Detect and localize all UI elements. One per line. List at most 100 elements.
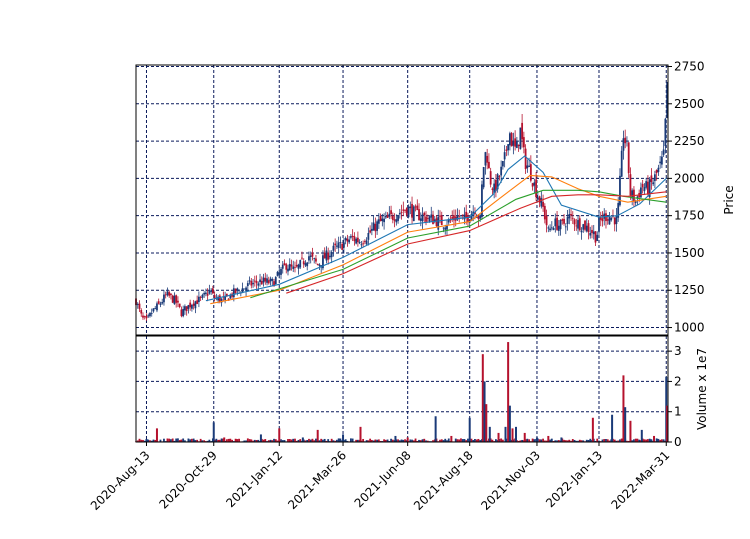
volume-bar xyxy=(446,440,448,442)
candle-body xyxy=(647,181,649,195)
candle-body xyxy=(522,137,525,148)
volume-bar xyxy=(163,438,165,442)
volume-spike-bar xyxy=(483,381,486,442)
volume-bar xyxy=(138,438,141,442)
volume-bar xyxy=(225,439,228,442)
candle-body xyxy=(643,187,646,192)
volume-bar xyxy=(519,440,522,442)
volume-bar xyxy=(365,440,368,442)
candle-body xyxy=(297,264,300,269)
candle-body xyxy=(428,216,431,222)
volume-bar xyxy=(412,440,415,442)
volume-bar xyxy=(631,440,634,442)
candle-body xyxy=(577,220,579,229)
candle-body xyxy=(505,149,508,151)
candle-body xyxy=(143,316,146,318)
candle-body xyxy=(627,142,630,174)
volume-bar xyxy=(418,439,420,442)
candle-body xyxy=(599,217,602,220)
volume-bar xyxy=(615,440,618,442)
candle-body xyxy=(301,257,303,259)
candle-body xyxy=(449,219,452,221)
candle-body xyxy=(241,288,244,293)
volume-spike-bar xyxy=(611,414,614,442)
candle-body xyxy=(453,215,455,221)
volume-bar xyxy=(236,439,239,442)
volume-bar xyxy=(379,440,382,442)
candle-body xyxy=(287,268,289,272)
volume-bar xyxy=(320,438,323,442)
volume-bar xyxy=(159,439,162,442)
volume-bar xyxy=(643,439,646,442)
volume-bar xyxy=(495,439,497,442)
candle-body xyxy=(238,290,240,292)
candle-body xyxy=(606,219,609,221)
volume-bar xyxy=(442,440,445,442)
volume-bar xyxy=(647,439,649,442)
candle-body xyxy=(405,208,408,215)
candle-body xyxy=(386,215,389,218)
volume-bar xyxy=(194,440,197,442)
candle-body xyxy=(281,264,284,269)
volume-bar xyxy=(606,439,609,442)
volume-bar xyxy=(281,440,284,442)
candle-body xyxy=(381,218,384,222)
candle-body xyxy=(491,188,494,190)
volume-bar xyxy=(327,439,330,442)
candle-body xyxy=(524,148,527,170)
volume-bar xyxy=(355,439,358,442)
volume-bar xyxy=(150,440,153,442)
volume-bar xyxy=(180,439,183,442)
candle-body xyxy=(653,174,656,182)
candle-body xyxy=(554,218,557,227)
candle-body xyxy=(456,215,459,220)
volume-bar xyxy=(191,438,193,442)
candle-body xyxy=(355,238,358,244)
volume-bar xyxy=(217,439,220,442)
candle-body xyxy=(573,219,576,225)
candle-body xyxy=(225,293,228,297)
volume-bar xyxy=(377,439,380,442)
candle-body xyxy=(556,217,558,230)
candle-body xyxy=(660,156,663,165)
volume-bar xyxy=(456,439,459,442)
candle-body xyxy=(589,232,592,236)
volume-bar xyxy=(463,439,466,442)
moving-average-line-3 xyxy=(250,189,667,299)
price-grid xyxy=(136,65,668,335)
volume-bar xyxy=(526,438,529,442)
candle-body xyxy=(313,258,316,259)
price-y-tick-label: 1500 xyxy=(674,246,705,260)
price-panel-frame xyxy=(135,64,669,336)
volume-spike-bar xyxy=(591,417,594,442)
candle-body xyxy=(430,214,433,218)
volume-y-tick-label: 2 xyxy=(674,374,682,388)
volume-bar xyxy=(171,438,174,442)
volume-y-tick-label: 3 xyxy=(674,344,682,358)
candle-body xyxy=(323,252,326,259)
volume-spike-bar xyxy=(666,405,669,442)
volume-spike-bar xyxy=(359,426,362,442)
volume-bar xyxy=(152,439,155,442)
volume-bar xyxy=(346,440,349,442)
volume-bar xyxy=(149,440,151,442)
candle-body xyxy=(309,255,312,258)
volume-bar xyxy=(517,440,520,442)
candle-body xyxy=(514,138,517,147)
x-axis-ticks: 2020-Aug-13 2020-Oct-29 2021-Jan-12 2021-Ma… xyxy=(88,442,672,513)
volume-spike-bar xyxy=(485,404,488,442)
volume-bar xyxy=(474,438,476,442)
volume-spike-bar xyxy=(547,435,550,442)
candle-body xyxy=(147,315,150,317)
volume-bar xyxy=(136,440,139,442)
candle-body xyxy=(329,255,331,258)
volume-bar xyxy=(627,440,630,442)
candle-body xyxy=(495,179,497,191)
candle-body xyxy=(432,214,434,225)
volume-bar xyxy=(245,440,247,442)
volume-bar xyxy=(538,439,541,442)
candle-body xyxy=(664,118,667,147)
volume-bar xyxy=(374,439,377,442)
candle-body xyxy=(278,272,281,275)
candle-body xyxy=(601,218,604,222)
